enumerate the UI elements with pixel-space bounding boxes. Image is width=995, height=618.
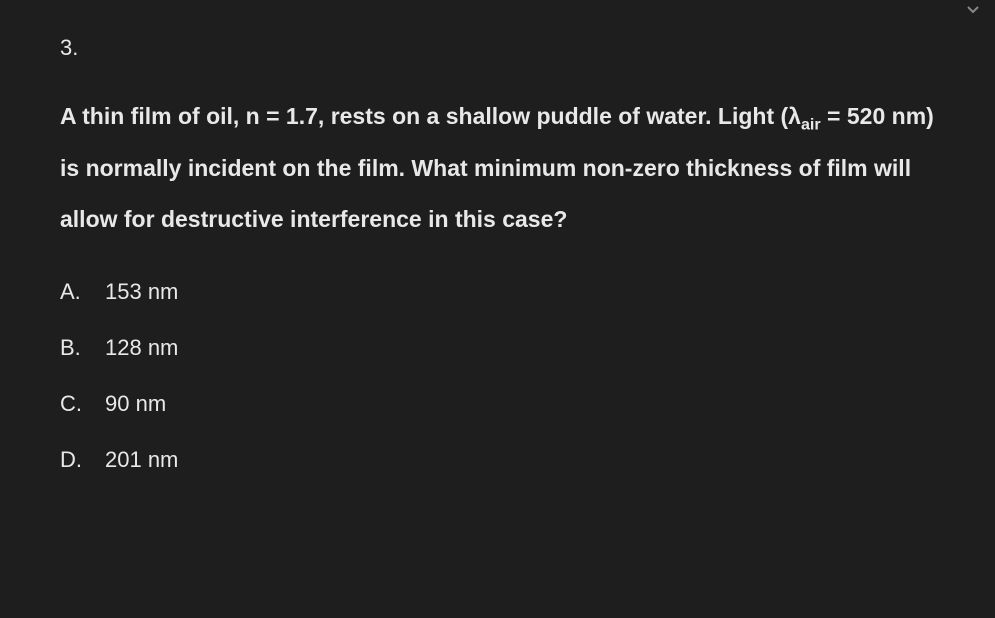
- option-text: 153 nm: [105, 279, 935, 305]
- question-number: 3.: [60, 35, 935, 61]
- option-text: 201 nm: [105, 447, 935, 473]
- scroll-down-indicator[interactable]: [963, 0, 983, 18]
- option-letter: B.: [60, 335, 105, 361]
- question-text: A thin film of oil, n = 1.7, rests on a …: [60, 91, 935, 244]
- option-c[interactable]: C. 90 nm: [60, 391, 935, 417]
- option-letter: A.: [60, 279, 105, 305]
- options-list: A. 153 nm B. 128 nm C. 90 nm D. 201 nm: [60, 279, 935, 473]
- option-letter: C.: [60, 391, 105, 417]
- option-a[interactable]: A. 153 nm: [60, 279, 935, 305]
- question-text-part1: A thin film of oil, n = 1.7, rests on a …: [60, 103, 801, 129]
- option-b[interactable]: B. 128 nm: [60, 335, 935, 361]
- option-d[interactable]: D. 201 nm: [60, 447, 935, 473]
- option-text: 90 nm: [105, 391, 935, 417]
- option-text: 128 nm: [105, 335, 935, 361]
- option-letter: D.: [60, 447, 105, 473]
- question-text-subscript: air: [801, 116, 821, 134]
